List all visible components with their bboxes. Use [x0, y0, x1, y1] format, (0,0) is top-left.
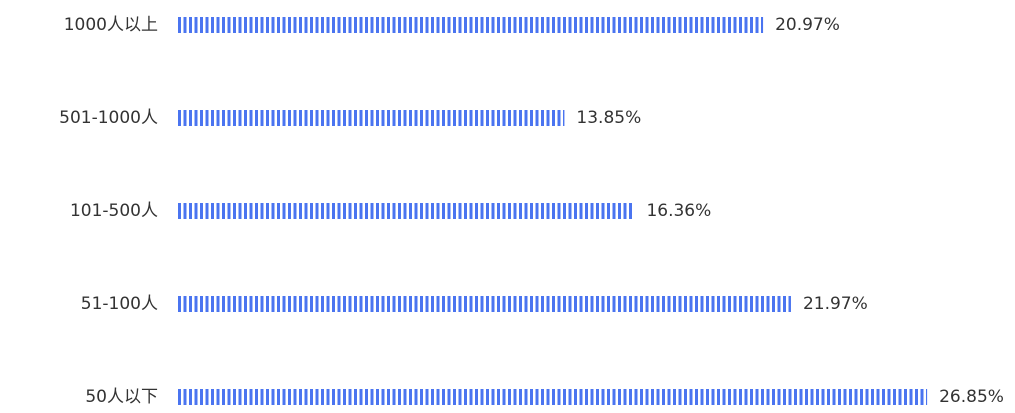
value-label: 16.36% [646, 201, 711, 221]
category-label: 51-100人 [81, 294, 158, 314]
bar [178, 296, 791, 312]
bar [178, 203, 635, 219]
category-label: 50人以下 [85, 387, 158, 407]
bar [178, 389, 928, 405]
category-label: 501-1000人 [59, 108, 158, 128]
value-label: 21.97% [803, 294, 868, 314]
category-label: 1000人以上 [64, 15, 158, 35]
value-label: 20.97% [775, 15, 840, 35]
bar [178, 110, 565, 126]
category-label: 101-500人 [70, 201, 158, 221]
value-label: 13.85% [576, 108, 641, 128]
value-label: 26.85% [939, 387, 1004, 407]
bar [178, 17, 764, 33]
